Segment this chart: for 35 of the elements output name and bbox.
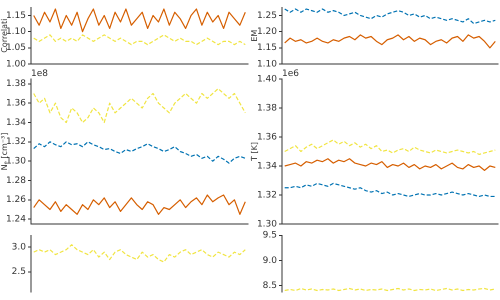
y-tick-label: 1.30 bbox=[256, 219, 278, 230]
y-tick-label: 1.36 bbox=[256, 132, 278, 142]
y-tick-label: 1.20 bbox=[256, 27, 278, 37]
y-tick-label: 1.38 bbox=[6, 79, 26, 90]
y-tick-label: 1.32 bbox=[6, 137, 26, 148]
y-tick-label: 1.25 bbox=[256, 10, 277, 21]
y-tick-label: 1.26 bbox=[6, 195, 26, 206]
y-tick-label: 1.15 bbox=[6, 10, 26, 21]
line-series bbox=[33, 34, 246, 46]
y-tick-label: 2.5 bbox=[12, 267, 26, 278]
y-tick-label: 3.0 bbox=[12, 242, 26, 253]
y-tick-label: 1.36 bbox=[6, 98, 26, 109]
line-series bbox=[284, 139, 496, 155]
line-series bbox=[284, 8, 496, 24]
y-tick-label: 9.0 bbox=[262, 256, 278, 266]
y-tick-label: 1.34 bbox=[256, 161, 278, 172]
y-tick-label: 1.28 bbox=[6, 176, 26, 186]
y-tick-label: 8.5 bbox=[262, 280, 277, 291]
line-series bbox=[33, 88, 246, 124]
y-tick-label: 1.32 bbox=[256, 190, 277, 200]
y-tick-label: 1.38 bbox=[256, 103, 278, 114]
y-tick-label: 1.00 bbox=[6, 59, 26, 70]
line-series bbox=[33, 141, 246, 164]
y-tick-label: 9.5 bbox=[262, 230, 277, 241]
y-tick-label: 1.40 bbox=[256, 74, 278, 84]
y-tick-label: 1.24 bbox=[6, 214, 26, 225]
line-series bbox=[33, 244, 246, 263]
text: 1e8 bbox=[31, 69, 48, 79]
line-series bbox=[284, 182, 496, 198]
y-tick-label: 1.10 bbox=[256, 59, 278, 70]
y-tick-label: 1.15 bbox=[256, 43, 277, 54]
y-tick-label: 1.34 bbox=[6, 118, 26, 128]
y-tick-label: 1.30 bbox=[6, 156, 26, 167]
annotation: 1e6 bbox=[282, 69, 299, 79]
y-axis-title: EM bbox=[250, 30, 259, 42]
